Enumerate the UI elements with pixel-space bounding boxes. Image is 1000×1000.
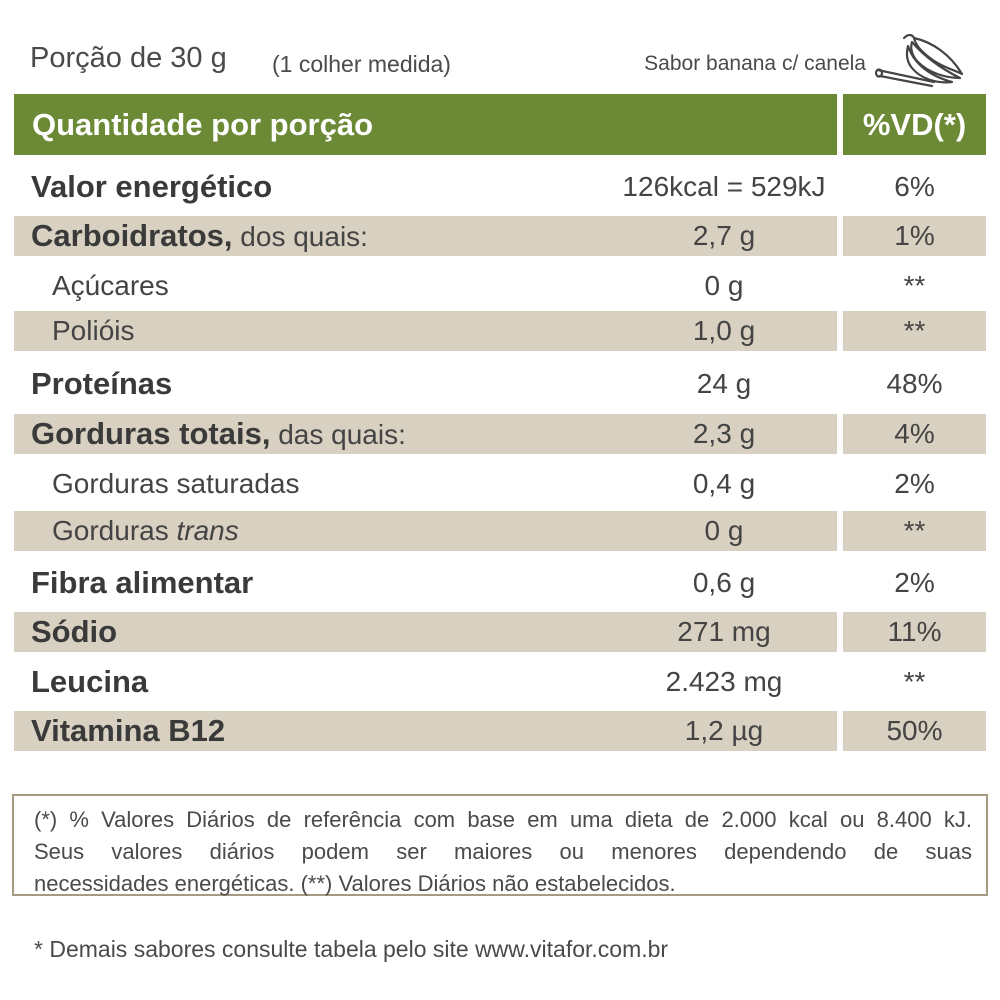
nutrient-sublabel: Açúcares [52, 270, 169, 301]
portion-size: Porção de 30 g [30, 42, 227, 74]
nutrient-amount: 2,3 g [692, 418, 756, 449]
nutrient-amount: 2,7 g [692, 220, 756, 251]
nutrient-amount: 0 g [704, 515, 744, 546]
table-header: Quantidade por porção %VD(*) [14, 94, 986, 155]
table-row: Gorduras saturadas 0,4 g 2% [14, 464, 986, 504]
nutrient-vd: ** [903, 315, 926, 346]
nutrient-vd: ** [903, 666, 926, 697]
nutrient-vd: 4% [894, 418, 935, 449]
nutrient-vd: 1% [894, 220, 935, 251]
nutrient-amount: 1,2 µg [684, 715, 764, 746]
nutrient-label: Valor energético [31, 169, 273, 204]
nutrient-amount: 24 g [696, 368, 752, 399]
footnote-line: (*) % Valores Diários de referência com … [34, 807, 972, 832]
portion-measure: (1 colher medida) [272, 51, 451, 77]
table-row: Gorduras totais, das quais: 2,3 g 4% [14, 414, 986, 454]
header-quantity-label: Quantidade por porção [14, 94, 837, 155]
nutrient-sublabel: Gorduras saturadas [52, 468, 300, 499]
banana-cinnamon-icon [874, 33, 964, 88]
nutrient-vd: 11% [887, 616, 942, 647]
nutrient-label: Proteínas [31, 366, 173, 401]
nutrient-vd: 48% [886, 368, 943, 399]
table-row: Valor energético 126kcal = 529kJ 6% [14, 167, 986, 207]
table-row: Proteínas 24 g 48% [14, 364, 986, 404]
nutrient-vd: 2% [894, 567, 935, 598]
nutrient-vd: ** [903, 270, 926, 301]
footnote-box: (*) % Valores Diários de referência com … [12, 794, 988, 896]
nutrient-vd: 50% [886, 715, 943, 746]
nutrient-amount: 126kcal = 529kJ [622, 171, 826, 202]
header-vd-label: %VD(*) [843, 94, 986, 155]
table-row: Vitamina B12 1,2 µg 50% [14, 711, 986, 751]
nutrient-sublabel: Gorduras trans [52, 515, 239, 546]
nutrient-amount: 2.423 mg [665, 666, 783, 697]
nutrient-amount: 0,4 g [692, 468, 756, 499]
table-row: Fibra alimentar 0,6 g 2% [14, 563, 986, 603]
nutrient-label: Gorduras totais, das quais: [31, 416, 406, 451]
table-row: Açúcares 0 g ** [14, 266, 986, 306]
nutrient-amount: 271 mg [677, 616, 771, 647]
table-row: Gorduras trans 0 g ** [14, 511, 986, 551]
nutrient-amount: 1,0 g [692, 315, 756, 346]
nutrient-label: Fibra alimentar [31, 565, 254, 600]
table-row: Leucina 2.423 mg ** [14, 662, 986, 702]
nutrient-vd: 6% [894, 171, 935, 202]
footnote-line: necessidades energéticas. (**) Valores D… [34, 871, 676, 896]
nutrient-sublabel: Polióis [52, 315, 135, 346]
footnote-line: Seus valores diários podem ser maiores o… [34, 839, 972, 864]
portion-line: Porção de 30 g (1 colher medida) Sabor b… [30, 33, 970, 88]
table-row: Carboidratos, dos quais: 2,7 g 1% [14, 216, 986, 256]
nutrient-label: Vitamina B12 [31, 713, 226, 748]
nutrient-vd: ** [903, 515, 926, 546]
nutrient-amount: 0,6 g [692, 567, 756, 598]
nutrient-label: Leucina [31, 664, 149, 699]
flavor-label: Sabor banana c/ canela [644, 52, 866, 75]
flavors-footer: * Demais sabores consulte tabela pelo si… [34, 936, 669, 962]
table-row: Sódio 271 mg 11% [14, 612, 986, 652]
nutrient-label: Sódio [31, 614, 118, 649]
nutrient-vd: 2% [894, 468, 935, 499]
nutrient-label: Carboidratos, dos quais: [31, 218, 368, 253]
nutrient-amount: 0 g [704, 270, 744, 301]
table-row: Polióis 1,0 g ** [14, 311, 986, 351]
